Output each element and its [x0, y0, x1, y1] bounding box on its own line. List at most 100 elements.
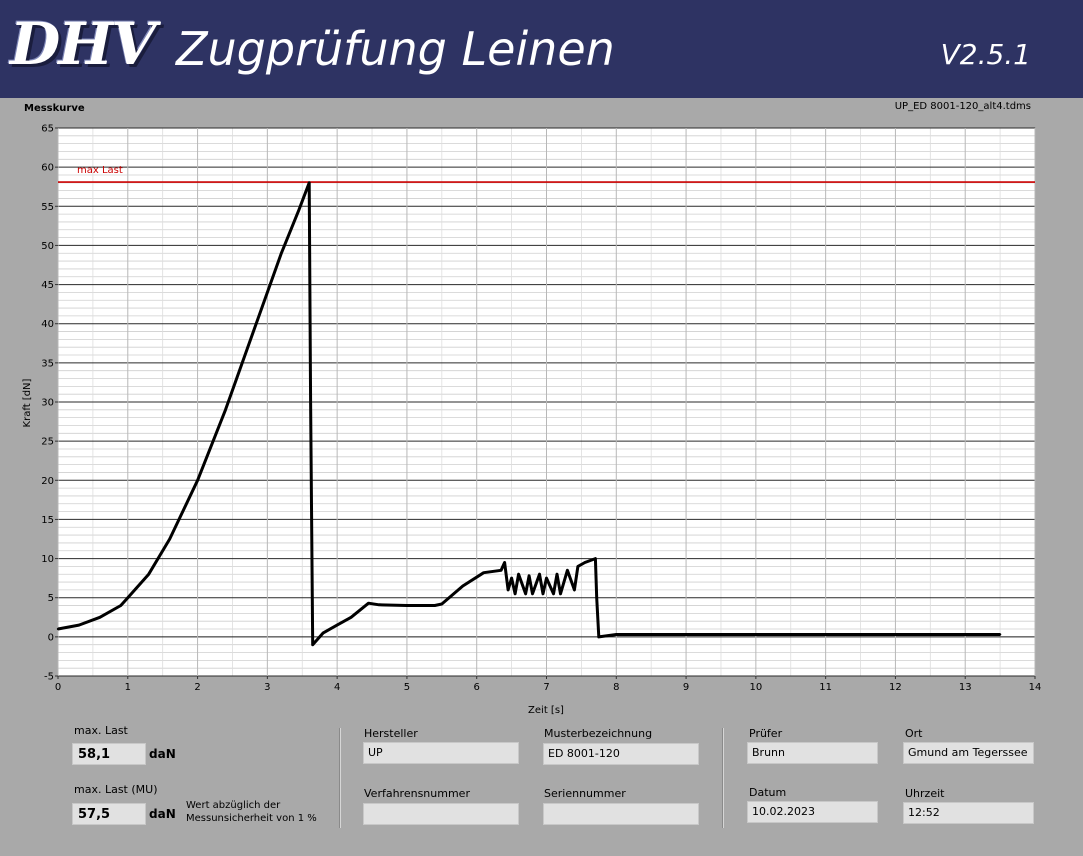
data-point	[527, 574, 531, 577]
max-last-unit: daN	[149, 747, 176, 761]
x-tick-label: 2	[194, 682, 200, 693]
data-point	[321, 631, 325, 635]
data-point	[252, 330, 255, 333]
ort-field[interactable]: Gmund am Tegerssee	[903, 742, 1034, 764]
y-tick-label: 10	[41, 554, 54, 565]
data-point	[196, 479, 199, 482]
x-tick-label: 10	[749, 682, 762, 693]
y-tick-label: 65	[41, 124, 54, 135]
uncertainty-note: Wert abzüglich der Messunsicherheit von …	[186, 799, 336, 825]
header-bar: DHV Zugprüfung Leinen V2.5.1	[0, 0, 1083, 98]
datum-field[interactable]: 10.02.2023	[747, 801, 878, 823]
pruefer-label: Prüfer	[749, 727, 783, 740]
data-point	[566, 569, 569, 572]
data-point	[308, 181, 311, 184]
data-point	[377, 603, 381, 606]
y-tick-label: 50	[41, 241, 54, 252]
data-point	[541, 592, 545, 595]
data-point	[433, 604, 437, 607]
data-point	[440, 602, 444, 606]
data-point	[684, 633, 688, 636]
app-title: Zugprüfung Leinen	[176, 22, 615, 76]
max-last-annotation: max Last	[77, 165, 123, 176]
max-last-mu-value: 57,5	[72, 803, 146, 825]
y-tick-label: 30	[41, 398, 54, 409]
y-axis-label: Kraft [dN]	[22, 378, 33, 427]
data-point	[506, 588, 510, 592]
x-tick-label: 6	[474, 682, 480, 693]
y-tick-label: 60	[41, 163, 54, 174]
force-curve	[57, 181, 1001, 647]
muster-field[interactable]: ED 8001-120	[543, 743, 699, 765]
max-last-value: 58,1	[72, 743, 146, 765]
data-point	[552, 592, 555, 595]
y-tick-label: -5	[44, 672, 54, 683]
separator-2	[722, 728, 724, 828]
ort-label: Ort	[905, 727, 923, 740]
x-tick-label: 11	[819, 682, 832, 693]
data-point	[510, 576, 513, 580]
x-tick-label: 14	[1029, 682, 1042, 693]
x-tick-label: 12	[889, 682, 902, 693]
x-tick-label: 4	[334, 682, 340, 693]
muster-label: Musterbezeichnung	[544, 727, 653, 740]
data-point	[77, 623, 81, 627]
data-point	[824, 633, 827, 636]
x-tick-label: 1	[125, 682, 131, 693]
hersteller-field[interactable]: UP	[363, 742, 519, 764]
data-point	[524, 592, 527, 595]
verfahren-label: Verfahrensnummer	[364, 787, 470, 800]
data-point	[545, 576, 548, 580]
data-point	[597, 635, 601, 639]
data-point	[503, 561, 506, 564]
x-tick-label: 3	[264, 682, 270, 693]
data-point	[309, 400, 312, 404]
data-point	[297, 209, 300, 212]
y-tick-label: 45	[41, 280, 54, 291]
x-axis-label: Zeit [s]	[528, 705, 564, 716]
data-point	[405, 604, 409, 607]
note-line-1: Wert abzüglich der	[186, 800, 281, 811]
data-point	[280, 252, 283, 255]
data-point	[349, 616, 353, 619]
y-tick-label: 40	[41, 319, 54, 330]
chart-label: Messkurve	[24, 103, 85, 114]
data-point	[224, 408, 227, 412]
data-point	[531, 592, 534, 595]
verfahren-field[interactable]	[363, 803, 519, 825]
x-tick-label: 7	[543, 682, 549, 693]
datum-label: Datum	[749, 786, 787, 799]
max-last-label: max. Last	[74, 724, 128, 737]
x-tick-label: 0	[55, 682, 61, 693]
data-point	[482, 571, 485, 574]
version-label: V2.5.1	[940, 38, 1031, 71]
uhrzeit-label: Uhrzeit	[905, 787, 945, 800]
data-point	[555, 573, 559, 576]
data-point	[126, 596, 129, 599]
separator-1	[339, 728, 341, 828]
y-tick-label: 0	[48, 632, 54, 643]
x-tick-label: 13	[959, 682, 972, 693]
x-tick-label: 8	[613, 682, 619, 693]
max-last-mu-label: max. Last (MU)	[74, 783, 158, 796]
serien-label: Seriennummer	[544, 787, 626, 800]
serien-field[interactable]	[543, 803, 699, 825]
data-point	[119, 604, 123, 607]
x-tick-label: 5	[404, 682, 410, 693]
uhrzeit-field[interactable]: 12:52	[903, 802, 1034, 824]
data-point	[583, 561, 587, 564]
data-point	[573, 588, 576, 592]
data-point	[367, 601, 370, 605]
note-line-2: Messunsicherheit von 1 %	[186, 813, 317, 824]
data-point	[559, 592, 562, 595]
data-point	[98, 616, 102, 619]
data-point	[335, 623, 339, 627]
y-tick-label: 25	[41, 437, 54, 448]
pruefer-field[interactable]: Brunn	[747, 742, 878, 764]
hersteller-label: Hersteller	[364, 727, 418, 740]
data-point	[754, 633, 758, 636]
dhv-logo: DHV	[10, 10, 156, 78]
y-tick-label: 20	[41, 476, 54, 487]
data-point	[461, 584, 464, 588]
